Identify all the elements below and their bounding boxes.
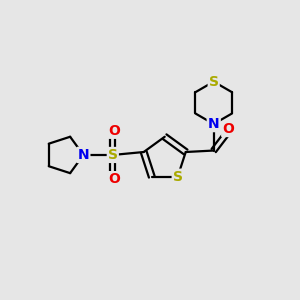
Text: S: S bbox=[108, 148, 118, 162]
Text: S: S bbox=[173, 170, 183, 184]
Text: O: O bbox=[108, 124, 120, 138]
Text: O: O bbox=[222, 122, 234, 136]
Text: N: N bbox=[77, 148, 89, 162]
Text: O: O bbox=[108, 172, 120, 186]
Text: S: S bbox=[209, 75, 219, 88]
Text: N: N bbox=[77, 148, 89, 162]
Text: N: N bbox=[208, 117, 220, 131]
Text: N: N bbox=[208, 117, 220, 131]
